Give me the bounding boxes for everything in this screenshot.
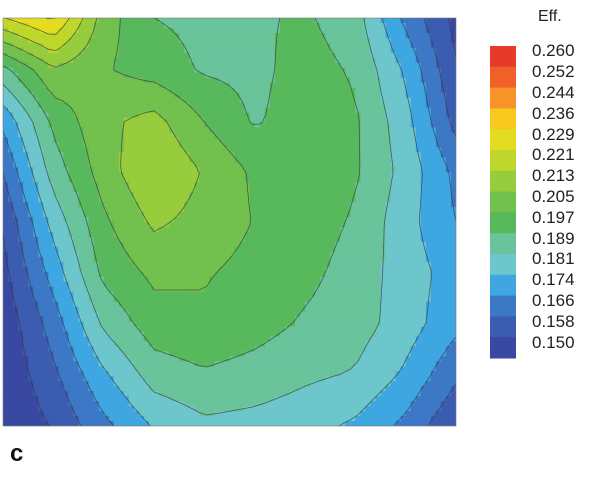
colorbar-tick-label: 0.236: [532, 103, 575, 123]
colorbar-tick-label: 0.205: [532, 187, 575, 206]
contour-line: [3, 18, 456, 426]
colorbar-swatch: [490, 170, 516, 193]
colorbar-swatch: [490, 66, 516, 89]
contour-lines: [3, 18, 456, 426]
panel-label: c: [10, 440, 24, 467]
colorbar-tick-label: 0.181: [532, 249, 575, 269]
colorbar-title: Eff.: [538, 8, 562, 25]
colorbar-swatch: [490, 87, 516, 109]
colorbar-tick-label: 0.221: [532, 145, 575, 165]
colorbar-swatch: [490, 150, 516, 172]
colorbar-swatch: [490, 274, 516, 297]
colorbar-swatch: [490, 191, 516, 213]
colorbar-swatch: [490, 129, 516, 151]
colorbar-tick-label: 0.189: [532, 228, 575, 248]
colorbar-tick-label: 0.150: [532, 332, 575, 352]
colorbar-tick-label: 0.252: [532, 62, 575, 82]
colorbar-tick-label: 0.213: [532, 166, 575, 186]
colorbar-tick-label: 0.158: [532, 311, 575, 331]
colorbar-tick-label: 0.166: [532, 291, 575, 310]
colorbar-swatch: [490, 295, 516, 317]
colorbar-tick-label: 0.197: [532, 207, 575, 227]
colorbar-swatch: [490, 46, 516, 68]
colorbar-swatch: [490, 254, 516, 276]
colorbar-tick-label: 0.260: [532, 41, 575, 61]
colorbar: [490, 46, 516, 359]
colorbar-swatch: [490, 233, 516, 255]
colorbar-tick-label: 0.244: [532, 83, 575, 102]
colorbar-tick-label: 0.229: [532, 124, 575, 144]
colorbar-swatch: [490, 316, 516, 338]
colorbar-tick-label: 0.174: [532, 270, 575, 290]
colorbar-swatch: [490, 212, 516, 234]
heatmap-field: [3, 18, 456, 426]
plot-border: [2, 17, 457, 427]
colorbar-swatch: [490, 337, 516, 359]
colorbar-swatch: [490, 108, 516, 130]
